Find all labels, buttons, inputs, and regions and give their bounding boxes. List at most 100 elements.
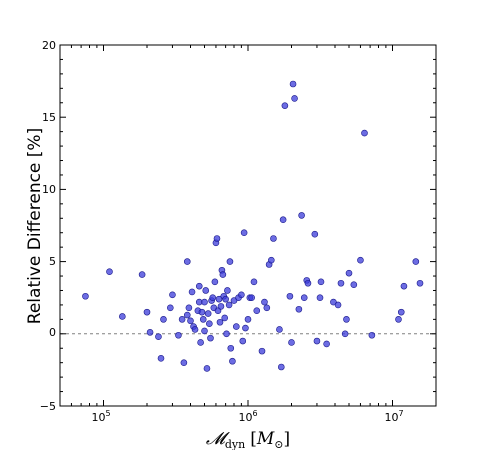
data-point xyxy=(286,292,294,300)
data-point xyxy=(300,294,308,302)
y-tick-label: 5 xyxy=(49,255,56,268)
x-axis-label: 𝓜dyn [M⊙] xyxy=(206,429,290,450)
data-point xyxy=(155,333,162,340)
data-point xyxy=(295,305,303,313)
data-point xyxy=(311,230,319,238)
data-point xyxy=(233,323,240,330)
data-point xyxy=(216,318,224,326)
data-point xyxy=(169,291,176,299)
data-point xyxy=(291,95,298,102)
data-point xyxy=(263,304,271,312)
data-point xyxy=(337,279,345,287)
data-point xyxy=(204,310,212,317)
data-point xyxy=(298,212,305,219)
data-point xyxy=(201,327,208,335)
data-point xyxy=(268,256,275,264)
y-tick-label: 20 xyxy=(42,39,56,52)
data-point xyxy=(238,291,245,299)
plot-area xyxy=(60,45,436,406)
data-point xyxy=(119,313,126,320)
data-point xyxy=(253,307,261,314)
data-point xyxy=(316,294,324,302)
data-point xyxy=(270,235,277,242)
data-point xyxy=(183,311,191,319)
data-point xyxy=(223,330,230,338)
data-point xyxy=(191,326,199,333)
y-tick-label: −5 xyxy=(40,400,56,413)
data-point xyxy=(278,363,285,371)
data-point xyxy=(183,258,191,265)
data-point xyxy=(201,298,208,306)
data-point xyxy=(397,308,405,316)
data-point xyxy=(395,316,402,323)
data-point xyxy=(160,316,167,323)
data-point xyxy=(281,102,289,109)
data-point xyxy=(343,316,350,323)
data-point xyxy=(167,304,174,312)
y-tick-labels: −5 0 5 10 15 20 xyxy=(40,39,56,413)
x-tick-labels: 105 106 107 xyxy=(91,409,403,424)
y-axis-label: Relative Difference [%] xyxy=(25,128,45,324)
data-point xyxy=(412,258,420,265)
data-point xyxy=(178,316,186,323)
data-point xyxy=(202,287,210,294)
data-point xyxy=(211,278,219,286)
data-point xyxy=(357,256,364,264)
data-point xyxy=(400,282,408,290)
data-point xyxy=(304,279,312,287)
data-point xyxy=(239,337,247,345)
data-point xyxy=(185,304,193,312)
data-point xyxy=(248,294,255,302)
data-point xyxy=(289,80,297,88)
data-point xyxy=(206,320,213,327)
data-point xyxy=(157,355,165,362)
x-tick-label: 105 xyxy=(91,409,110,424)
data-point xyxy=(209,294,217,302)
data-point xyxy=(334,301,342,309)
data-point xyxy=(341,330,349,338)
data-point xyxy=(197,339,204,346)
data-point xyxy=(350,281,358,289)
data-point xyxy=(240,229,248,237)
data-point xyxy=(188,288,196,296)
data-point xyxy=(106,268,113,276)
data-point xyxy=(288,339,295,346)
data-point xyxy=(207,334,214,342)
data-point xyxy=(143,308,151,316)
data-point xyxy=(138,271,146,278)
data-point xyxy=(82,292,89,300)
data-point xyxy=(416,279,424,287)
data-point xyxy=(146,329,154,336)
data-point xyxy=(317,278,325,286)
data-point xyxy=(229,357,236,365)
data-point xyxy=(244,316,252,323)
data-point xyxy=(175,331,182,339)
data-point xyxy=(279,216,287,224)
y-tick-label: 15 xyxy=(42,111,56,124)
data-point xyxy=(213,235,221,242)
y-tick-label: 0 xyxy=(49,326,56,339)
data-point xyxy=(187,317,194,325)
data-point xyxy=(323,340,330,348)
data-point xyxy=(180,359,188,366)
data-point xyxy=(330,298,337,306)
data-point xyxy=(221,314,229,322)
data-point xyxy=(222,295,229,303)
data-point xyxy=(276,326,283,333)
data-point xyxy=(195,282,203,290)
data-point xyxy=(368,331,376,339)
data-point xyxy=(345,269,353,277)
data-point xyxy=(258,347,266,355)
data-point xyxy=(261,298,268,306)
data-point xyxy=(219,271,227,278)
x-tick-label: 106 xyxy=(238,409,257,424)
data-point xyxy=(203,365,211,372)
data-point xyxy=(198,308,206,316)
data-point xyxy=(242,324,249,332)
data-point xyxy=(224,287,231,294)
data-point xyxy=(361,129,368,137)
data-point xyxy=(215,295,223,303)
data-point xyxy=(217,303,225,310)
data-point xyxy=(199,316,207,323)
